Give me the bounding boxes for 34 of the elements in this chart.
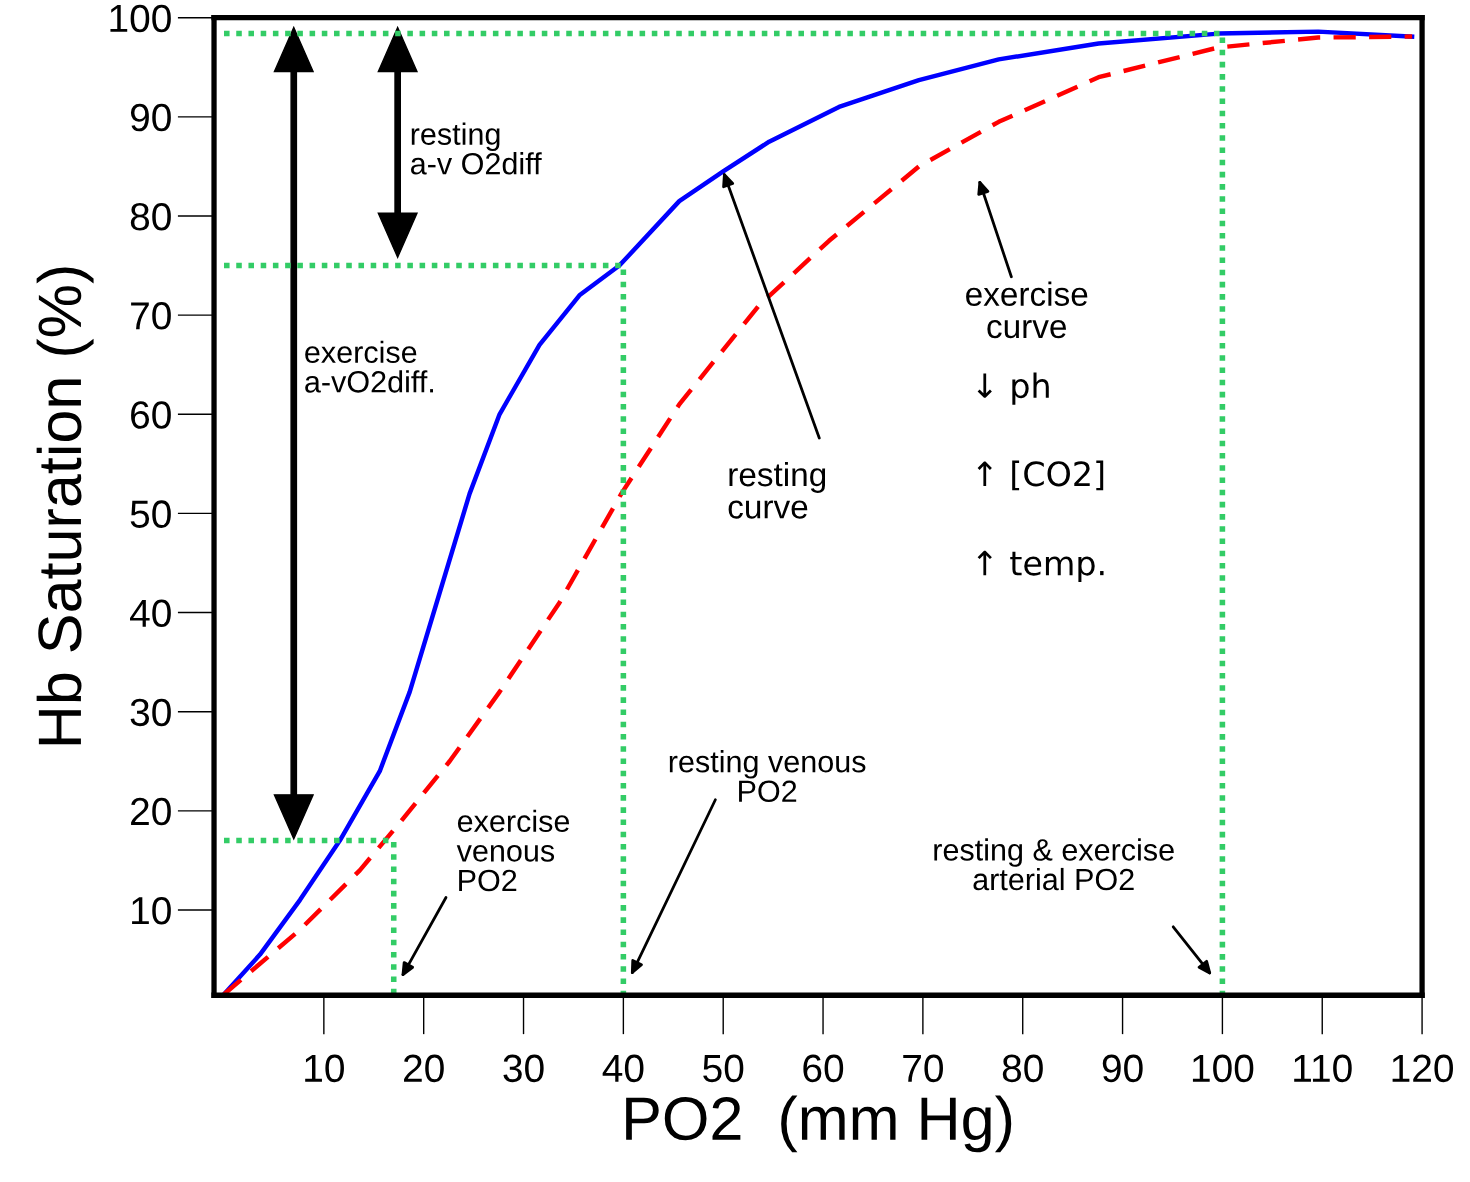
y-tick-label: 80 [130, 202, 171, 231]
x-tick-label: 20 [404, 1054, 444, 1083]
x-tick-label: 60 [803, 1054, 844, 1083]
annotation: exercise curve [966, 281, 1088, 339]
x-tick-label: 110 [1294, 1054, 1352, 1083]
y-tick-label: 30 [130, 698, 171, 727]
x-tick-label: 10 [305, 1054, 344, 1083]
y-tick-label: 40 [130, 599, 171, 628]
y-tick-label: 50 [130, 500, 171, 528]
annotation: ↑ [CO2] [977, 460, 1104, 491]
y-tick-label: 60 [131, 401, 171, 429]
x-tick-label: 100 [1192, 1054, 1254, 1083]
annotation: exercise a-vO2diff. [305, 340, 434, 393]
x-tick-label: 120 [1392, 1054, 1453, 1083]
x-tick-label: 30 [503, 1054, 544, 1083]
x-tick-label: 90 [1102, 1054, 1143, 1083]
y-tick-label: 70 [131, 302, 171, 330]
x-tick-label: 40 [602, 1054, 644, 1083]
x-tick-label: 70 [903, 1054, 943, 1083]
x-tick-label: 80 [1002, 1054, 1043, 1083]
y-tick-label: 100 [110, 4, 171, 33]
annotation: ↓ ph [977, 372, 1049, 405]
x-tick-label: 50 [703, 1054, 744, 1083]
annotation: resting a-v O2diff [411, 122, 542, 175]
annotation: resting curve [728, 461, 826, 519]
y-tick-label: 20 [131, 797, 171, 826]
y-tick-label: 90 [130, 103, 171, 132]
y-axis-title: Hb Saturation (%) [36, 267, 94, 745]
x-axis-title: PO2 (mm Hg) [626, 1095, 1012, 1153]
annotation: resting venous PO2 [669, 750, 866, 803]
y-tick-label: 10 [132, 896, 171, 925]
annotation: exercise venous PO2 [456, 809, 570, 892]
annotation: ↑ temp. [977, 550, 1104, 583]
annotation: resting & exercise arterial PO2 [934, 838, 1174, 891]
